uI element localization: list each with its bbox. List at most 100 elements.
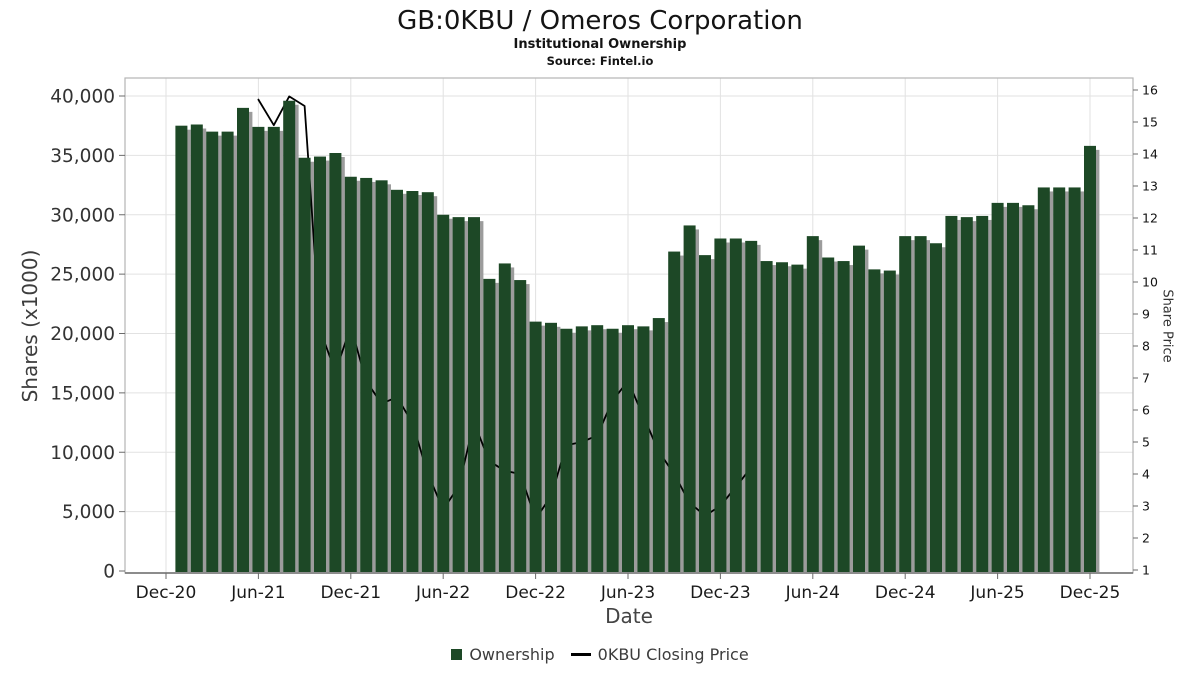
ownership-bar[interactable]: [945, 215, 958, 572]
ownership-bar[interactable]: [1053, 187, 1066, 572]
ownership-bar[interactable]: [637, 326, 650, 572]
y-axis-title-right: Share Price: [1159, 289, 1175, 363]
ownership-bar[interactable]: [622, 325, 634, 572]
y-tick-label-left: 35,000: [50, 146, 115, 167]
ownership-bar[interactable]: [437, 214, 450, 572]
ownership-bar[interactable]: [514, 280, 527, 572]
ownership-bar[interactable]: [237, 107, 249, 572]
ownership-bar[interactable]: [452, 217, 465, 572]
plot-area: 0 5,000 10,000 15,000 20,000 25,000 30,000 35,0…: [50, 77, 1158, 603]
ownership-bar[interactable]: [883, 270, 896, 572]
ownership-bar[interactable]: [314, 156, 326, 572]
legend-label-ownership: Ownership: [469, 645, 555, 664]
frame-layer: [119, 77, 1138, 579]
y-tick-label-right: 8: [1142, 339, 1150, 354]
ownership-bar[interactable]: [360, 177, 373, 572]
ownership-bar[interactable]: [791, 264, 804, 572]
x-tick-label: Dec-23: [690, 583, 751, 603]
x-tick-label: Dec-20: [136, 583, 197, 603]
x-axis-title: Date: [605, 604, 653, 628]
chart-title: GB:0KBU / Omeros Corporation: [397, 6, 803, 36]
ownership-bar[interactable]: [283, 100, 296, 572]
ownership-bar[interactable]: [853, 245, 865, 572]
ownership-bar[interactable]: [1068, 187, 1081, 572]
ownership-bar[interactable]: [344, 176, 357, 572]
bars-layer: [175, 100, 1096, 573]
ownership-bar[interactable]: [252, 126, 265, 572]
y-tick-label-right: 1: [1142, 563, 1150, 578]
ownership-bar[interactable]: [1022, 205, 1035, 572]
y-tick-label-right: 13: [1142, 179, 1158, 194]
y-tick-label-left: 30,000: [50, 205, 115, 226]
y-tick-label-left: 5,000: [62, 502, 115, 523]
ownership-bar[interactable]: [545, 322, 557, 572]
y-tick-label-right: 4: [1142, 467, 1150, 482]
legend-item-closing-price[interactable]: 0KBU Closing Price: [570, 645, 749, 664]
chart-source: Source: Fintel.io: [546, 54, 654, 68]
ownership-bar[interactable]: [575, 326, 588, 572]
ownership-bar[interactable]: [206, 131, 219, 572]
ownership-bar[interactable]: [591, 325, 604, 572]
price-line-swatch-icon: [570, 653, 591, 656]
ownership-bar[interactable]: [221, 131, 234, 572]
ownership-bar[interactable]: [976, 215, 989, 572]
x-tick-label: Dec-22: [505, 583, 566, 603]
x-tick-label: Dec-25: [1060, 583, 1121, 603]
y-tick-label-left: 20,000: [50, 324, 115, 345]
ownership-bar[interactable]: [1007, 202, 1019, 572]
y-tick-label-left: 40,000: [50, 87, 115, 108]
ownership-bar[interactable]: [668, 251, 681, 572]
ownership-bar[interactable]: [899, 236, 912, 572]
ownership-bar[interactable]: [1037, 187, 1050, 572]
y-tick-label-right: 2: [1142, 531, 1150, 546]
ownership-bar[interactable]: [868, 269, 881, 572]
ownership-bar[interactable]: [1084, 145, 1096, 572]
legend-item-ownership[interactable]: Ownership: [451, 645, 555, 664]
ownership-bar[interactable]: [406, 191, 419, 572]
y-tick-label-right: 3: [1142, 499, 1150, 514]
ownership-bar[interactable]: [190, 124, 203, 573]
y-tick-label-right: 11: [1142, 243, 1158, 258]
ownership-bar[interactable]: [483, 278, 496, 572]
ownership-bar[interactable]: [760, 261, 773, 572]
ownership-bar[interactable]: [822, 257, 835, 573]
ownership-bar[interactable]: [498, 263, 511, 572]
ownership-bar[interactable]: [606, 328, 619, 572]
ownership-bar[interactable]: [391, 189, 403, 572]
ownership-bar[interactable]: [745, 240, 758, 572]
ownership-bar[interactable]: [560, 328, 573, 572]
y-tick-label-right: 15: [1142, 115, 1158, 130]
ownership-bar[interactable]: [468, 217, 480, 572]
ownership-bar[interactable]: [298, 157, 311, 572]
ownership-bar[interactable]: [729, 238, 742, 573]
ownership-bar[interactable]: [329, 153, 342, 572]
ownership-bar[interactable]: [699, 255, 711, 572]
y-tick-label-right: 10: [1142, 275, 1158, 290]
y-tick-label-right: 7: [1142, 371, 1150, 386]
y-tick-label-right: 12: [1142, 211, 1158, 226]
x-tick-label: Jun-22: [415, 583, 470, 603]
ownership-bar[interactable]: [991, 202, 1004, 572]
x-tick-label: Dec-24: [875, 583, 936, 603]
y-tick-label-left: 15,000: [50, 383, 115, 404]
ownership-bar[interactable]: [421, 192, 434, 572]
ownership-bar[interactable]: [652, 318, 665, 572]
ownership-bar[interactable]: [529, 321, 542, 572]
ownership-bar[interactable]: [806, 236, 819, 572]
y-tick-label-right: 5: [1142, 435, 1150, 450]
legend-label-closing-price: 0KBU Closing Price: [597, 645, 749, 664]
ownership-bar[interactable]: [776, 262, 788, 572]
y-tick-label-left: 0: [103, 562, 115, 583]
ownership-bar[interactable]: [375, 180, 388, 572]
ownership-bar[interactable]: [960, 217, 973, 572]
ownership-bar[interactable]: [914, 236, 927, 572]
ownership-bar[interactable]: [930, 243, 942, 572]
ownership-bar[interactable]: [683, 225, 696, 572]
ownership-bar[interactable]: [267, 126, 280, 572]
x-tick-label: Jun-25: [969, 583, 1024, 603]
y-tick-label-right: 9: [1142, 307, 1150, 322]
ownership-bar[interactable]: [714, 238, 727, 573]
ownership-bar[interactable]: [837, 261, 850, 572]
ownership-bar[interactable]: [175, 125, 188, 572]
